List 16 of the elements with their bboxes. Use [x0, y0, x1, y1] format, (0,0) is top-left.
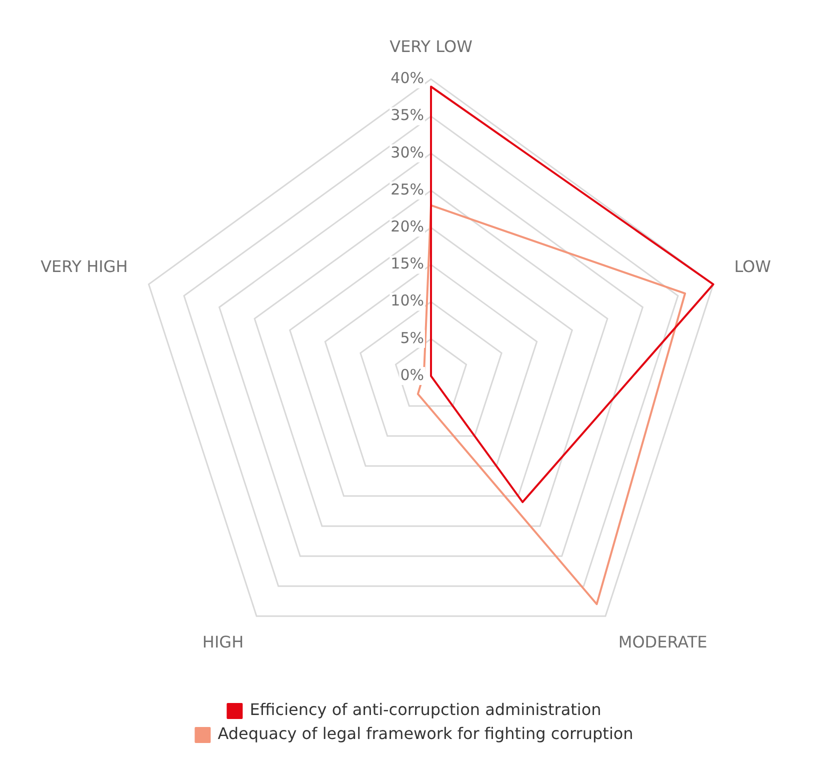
- legend-label: Efficiency of anti-corrupction administration: [250, 700, 602, 720]
- y-tick-label: 25%: [390, 180, 424, 198]
- spoke-label: HIGH: [202, 632, 244, 652]
- y-tick-label: 30%: [390, 143, 424, 162]
- spoke-label: VERY LOW: [390, 36, 473, 56]
- spoke-label: MODERATE: [618, 632, 708, 652]
- y-tick-label: 5%: [400, 328, 424, 347]
- spoke-label: VERY HIGH: [40, 257, 128, 276]
- y-tick-label: 10%: [390, 292, 424, 310]
- y-tick-label: 15%: [390, 254, 424, 273]
- y-tick-label: 35%: [390, 106, 424, 124]
- y-tick-label: 20%: [390, 217, 424, 236]
- y-tick-label: 40%: [390, 69, 424, 88]
- legend-label: Adequacy of legal framework for fighting corruption: [218, 724, 634, 744]
- spoke-label: LOW: [734, 257, 772, 276]
- y-tick-label: 0%: [400, 366, 424, 384]
